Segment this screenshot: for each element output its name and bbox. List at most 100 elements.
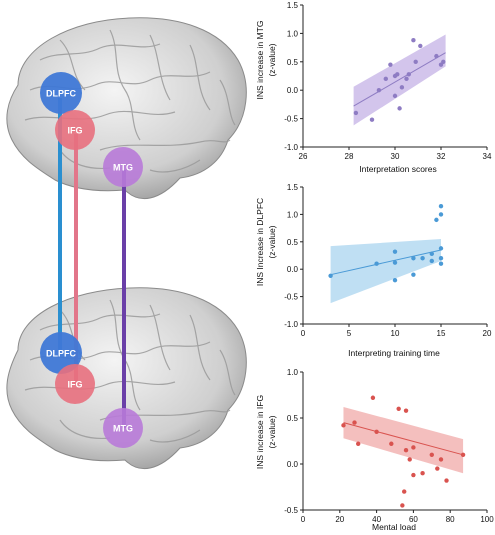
chart-ifg-point (438, 457, 444, 462)
node-ifg-upper-label: IFG (68, 126, 83, 136)
chart-dlpfc-y-tick-label: -0.5 (284, 293, 298, 302)
chart-ifg-y-tick-label: -0.5 (284, 506, 298, 515)
chart-mtg-xlabel: Interpretation scores (359, 164, 436, 174)
chart-dlpfc-y-tick-label: -1.0 (284, 320, 298, 329)
node-mtg-upper: MTG (103, 147, 143, 187)
chart-dlpfc: INS Increase in DLPFC (z-value) Interpre… (255, 183, 492, 358)
chart-mtg-x-tick-label: 28 (345, 152, 354, 161)
brain-upper (6, 17, 247, 199)
chart-ifg-xlabel: Mental load (372, 522, 416, 532)
chart-mtg-point (441, 59, 446, 64)
chart-ifg-x-tick-label: 60 (409, 515, 418, 524)
chart-dlpfc-y-tick-label: 1.5 (287, 183, 299, 192)
chart-ifg-point (356, 441, 361, 446)
chart-ifg-ylabel: INS increase in IFG (255, 395, 265, 469)
chart-dlpfc-point (392, 277, 398, 283)
chart-ifg-point (429, 452, 434, 457)
chart-ifg-point (403, 448, 409, 453)
chart-ifg-y-tick-label: 0.0 (287, 460, 299, 469)
node-ifg-lower: IFG (55, 364, 95, 404)
chart-ifg-point (460, 452, 466, 457)
chart-dlpfc-point (429, 258, 434, 264)
chart-ifg-ylabel-units: (z-value) (267, 415, 277, 448)
chart-ifg-x-tick-label: 20 (335, 515, 344, 524)
chart-ifg: INS increase in IFG (z-value) Mental loa… (255, 368, 494, 532)
chart-ifg-point (389, 441, 394, 446)
node-dlpfc-upper: DLPFC (40, 72, 82, 114)
chart-dlpfc-ylabel: INS Increase in DLPFC (255, 198, 265, 286)
chart-mtg-ylabel: INS increase in MTG (255, 21, 265, 100)
chart-mtg-point (404, 76, 409, 82)
node-dlpfc-lower-label: DLPFC (46, 349, 76, 359)
chart-mtg-point (369, 117, 375, 122)
chart-dlpfc-confidence-band (330, 239, 441, 304)
chart-dlpfc-point (411, 256, 416, 261)
chart-dlpfc-point (438, 256, 444, 261)
chart-ifg-x-tick-label: 80 (446, 515, 455, 524)
node-mtg-lower: MTG (103, 408, 143, 448)
chart-dlpfc-point (438, 246, 444, 251)
chart-mtg: INS increase in MTG (z-value) Interpreta… (255, 1, 492, 174)
chart-dlpfc-xlabel: Interpreting training time (348, 348, 440, 358)
chart-mtg-point (413, 59, 418, 64)
node-dlpfc-upper-label: DLPFC (46, 89, 76, 99)
chart-dlpfc-point (392, 249, 398, 254)
chart-dlpfc-point (392, 260, 398, 265)
chart-dlpfc-x-tick-label: 5 (347, 329, 352, 338)
chart-ifg-point (396, 406, 401, 411)
chart-mtg-y-tick-label: 0.0 (287, 86, 299, 95)
chart-ifg-y-tick-label: 0.5 (287, 414, 299, 423)
chart-dlpfc-y-tick-label: 1.0 (287, 210, 299, 219)
chart-mtg-point (388, 62, 393, 67)
chart-ifg-point (400, 503, 405, 508)
chart-dlpfc-y-tick-label: 0.0 (287, 265, 299, 274)
chart-ifg-point (403, 408, 409, 413)
chart-ifg-point (402, 489, 407, 494)
chart-dlpfc-x-tick-label: 20 (483, 329, 492, 338)
chart-dlpfc-y-tick-label: 0.5 (287, 238, 299, 247)
chart-dlpfc-point (328, 273, 333, 278)
chart-ifg-point (374, 429, 379, 434)
chart-mtg-y-tick-label: 0.5 (287, 58, 299, 67)
chart-dlpfc-point (438, 261, 444, 266)
chart-mtg-y-tick-label: -1.0 (284, 143, 298, 152)
chart-dlpfc-point (411, 272, 416, 277)
chart-dlpfc-point (429, 251, 434, 257)
chart-mtg-x-tick-label: 34 (483, 152, 492, 161)
chart-mtg-point (376, 88, 382, 93)
chart-mtg-point (353, 110, 359, 116)
node-ifg-lower-label: IFG (68, 380, 83, 390)
chart-ifg-x-tick-label: 40 (372, 515, 381, 524)
chart-dlpfc-point (438, 212, 444, 217)
chart-ifg-point (370, 395, 376, 400)
node-ifg-upper: IFG (55, 110, 95, 150)
chart-ifg-point (411, 472, 416, 478)
chart-ifg-x-tick-label: 100 (480, 515, 494, 524)
node-dlpfc-lower: DLPFC (40, 332, 82, 374)
chart-mtg-point (418, 43, 423, 49)
chart-ifg-fit-line (343, 422, 464, 456)
chart-dlpfc-point (420, 256, 425, 261)
chart-mtg-point (383, 76, 388, 82)
chart-ifg-point (411, 445, 416, 450)
chart-ifg-point (435, 466, 440, 471)
chart-dlpfc-point (374, 261, 379, 266)
chart-dlpfc-x-tick-label: 10 (391, 329, 400, 338)
chart-dlpfc-x-tick-label: 15 (437, 329, 446, 338)
chart-mtg-point (397, 106, 402, 111)
chart-dlpfc-point (438, 203, 444, 209)
chart-mtg-y-tick-label: -0.5 (284, 115, 298, 124)
chart-ifg-point (341, 423, 346, 428)
chart-mtg-x-tick-label: 26 (299, 152, 308, 161)
chart-mtg-point (392, 93, 398, 99)
chart-mtg-y-tick-label: 1.5 (287, 1, 299, 10)
chart-mtg-point (399, 85, 405, 90)
chart-dlpfc-ylabel-units: (z-value) (267, 225, 277, 258)
chart-mtg-point (395, 72, 400, 77)
chart-ifg-point (407, 457, 412, 462)
chart-ifg-point (420, 471, 425, 476)
brain-upper-sulci (24, 29, 236, 173)
chart-mtg-y-tick-label: 1.0 (287, 29, 299, 38)
brain-upper-cortex (6, 17, 247, 199)
